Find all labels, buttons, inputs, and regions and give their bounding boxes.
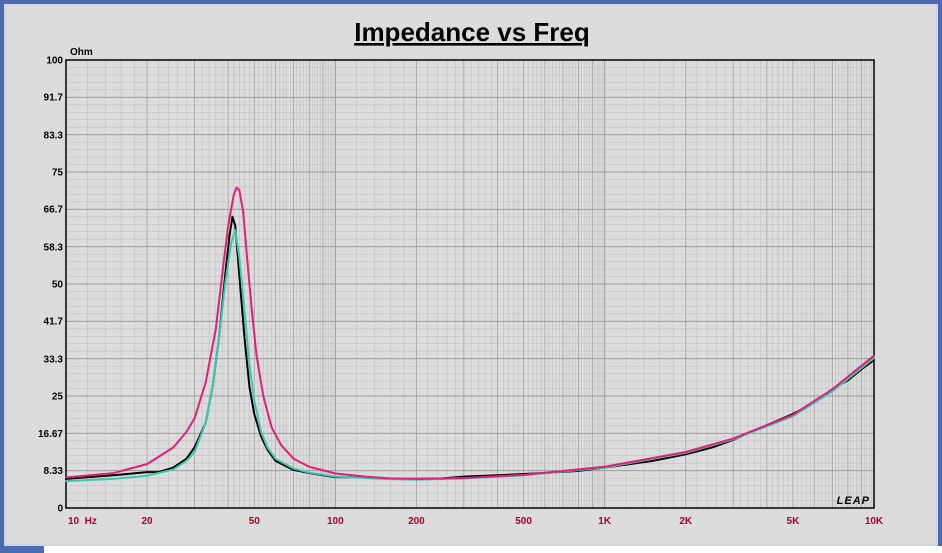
x-tick-label: 5K [787,516,801,527]
grid-lines [65,59,874,509]
y-tick-label: 50 [52,280,64,291]
x-tick-label: 50 [249,516,261,527]
x-tick-label: 20 [142,516,154,527]
x-tick-label: 10K [865,516,884,527]
y-tick-label: 100 [46,56,63,67]
y-tick-label: 8.33 [44,466,64,477]
x-tick-label: 100 [327,516,344,527]
series-line-1 [65,215,875,480]
y-tick-label: 75 [52,168,64,179]
series-lines [65,186,875,483]
y-tick-label: 41.7 [44,317,64,328]
y-tick-label: 16.67 [38,429,63,440]
leap-logo: LEAP [837,495,870,507]
series-line-2 [65,229,875,483]
impedance-chart: Impedance vs Freq Ohm 0 8.33 16.67 25 33.3 41… [38,17,884,527]
y-tick-label: 58.3 [44,242,64,253]
y-tick-labels: 0 8.33 16.67 25 33.3 41.7 50 58.3 66.7 75 83.3 91.7… [38,56,63,515]
window-bottom-strip [40,546,942,553]
x-tick-label: 500 [515,516,532,527]
y-tick-label: 33.3 [44,354,64,365]
x-tick-label: 10 Hz [68,516,97,527]
plot-border [65,59,875,509]
y-tick-label: 83.3 [44,130,64,141]
y-tick-label: 25 [52,392,64,403]
chart-title: Impedance vs Freq [354,17,590,47]
y-tick-label: 66.7 [44,205,64,216]
chart-panel: Impedance vs Freq Ohm 0 8.33 16.67 25 33.3 41… [4,4,938,546]
y-axis-unit-label: Ohm [70,47,93,58]
x-tick-label: 1K [598,516,612,527]
y-tick-label: 0 [57,504,63,515]
y-tick-label: 91.7 [44,93,64,104]
series-line-3 [65,186,875,480]
x-tick-label: 2K [679,516,693,527]
x-tick-label: 200 [408,516,425,527]
x-tick-labels: 10 Hz 20 50 100 200 500 1K 2K 5K 10K [68,516,884,527]
